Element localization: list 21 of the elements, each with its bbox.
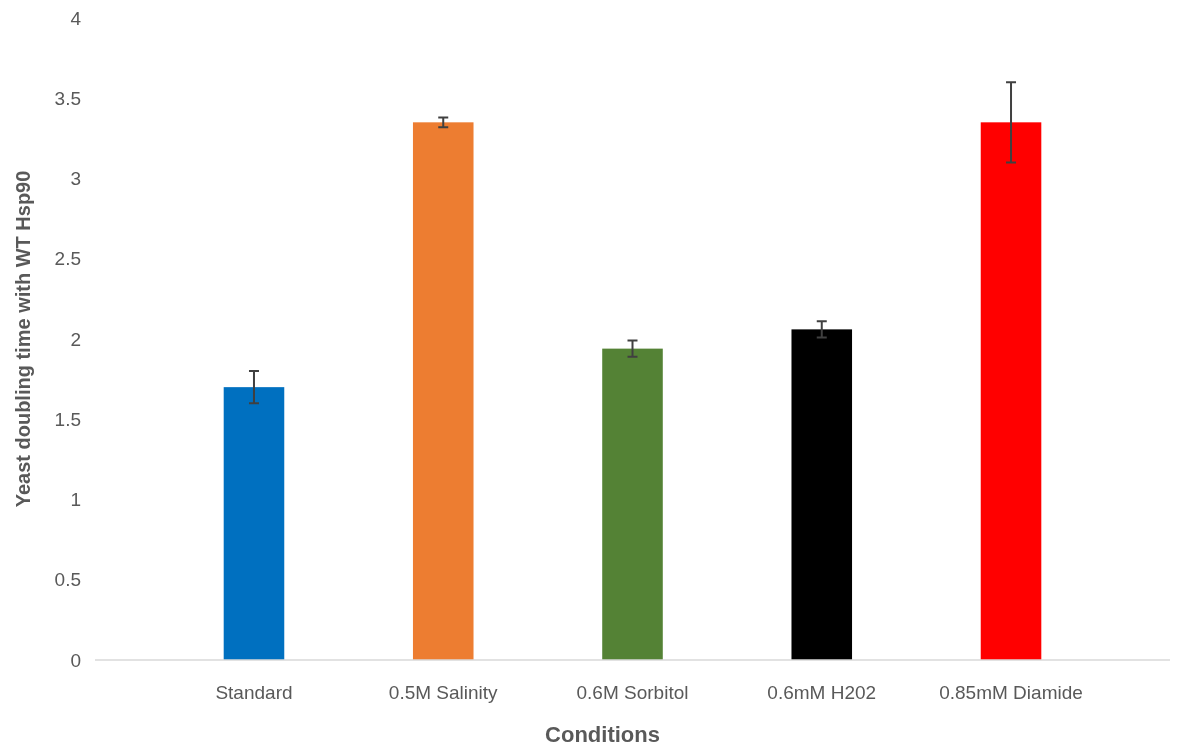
bar	[412, 122, 474, 660]
x-tick-label: 0.6M Sorbitol	[576, 682, 689, 703]
x-axis-title: Conditions	[545, 722, 660, 747]
y-tick-label: 3	[70, 168, 81, 190]
bar	[791, 329, 853, 660]
y-tick-label: 2	[70, 328, 81, 350]
x-tick-label: 0.5M Salinity	[388, 682, 499, 703]
y-tick-label: 1.5	[54, 408, 81, 430]
x-tick-label: 0.85mM Diamide	[939, 682, 1083, 703]
y-tick-label: 0	[70, 649, 81, 671]
y-tick-label: 2.5	[54, 248, 81, 270]
y-tick-label: 3.5	[54, 87, 81, 109]
y-tick-label: 0.5	[54, 569, 81, 591]
y-axis-title: Yeast doubling time with WT Hsp90	[12, 170, 34, 508]
x-tick-label: Standard	[215, 682, 293, 703]
bar	[223, 387, 285, 660]
bar	[602, 348, 663, 660]
y-tick-label: 1	[70, 489, 81, 511]
bar	[980, 122, 1042, 660]
x-tick-label: 0.6mM H202	[767, 682, 877, 703]
y-tick-label: 4	[70, 7, 82, 29]
